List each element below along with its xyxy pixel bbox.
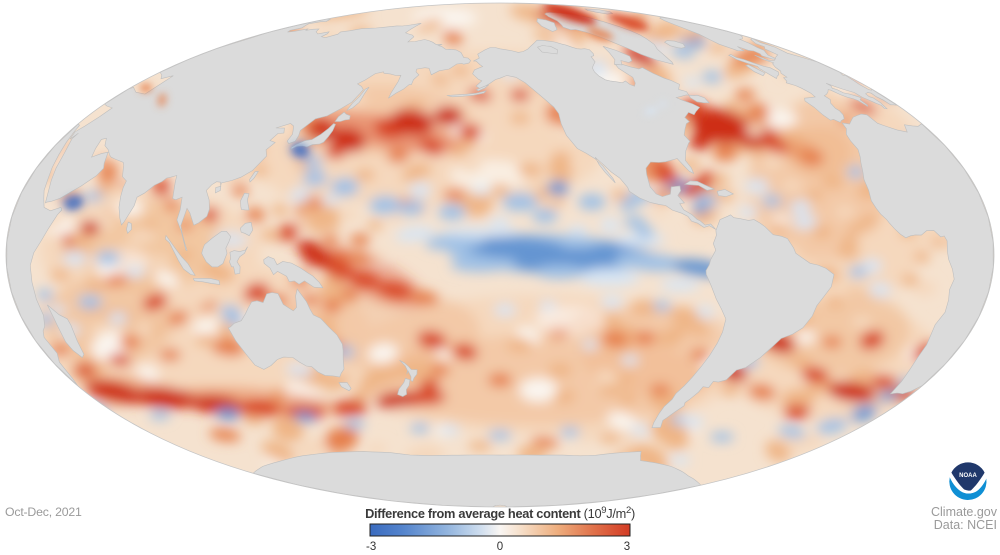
svg-text:3: 3 <box>624 541 630 553</box>
svg-text:NOAA: NOAA <box>959 473 977 479</box>
svg-text:0: 0 <box>497 541 503 553</box>
svg-text:-3: -3 <box>366 541 376 553</box>
svg-text:Data: NCEI: Data: NCEI <box>934 518 997 532</box>
svg-text:Difference from average heat c: Difference from average heat content (10… <box>365 505 635 521</box>
svg-text:Oct-Dec, 2021: Oct-Dec, 2021 <box>5 505 82 519</box>
svg-text:Climate.gov: Climate.gov <box>931 505 998 519</box>
